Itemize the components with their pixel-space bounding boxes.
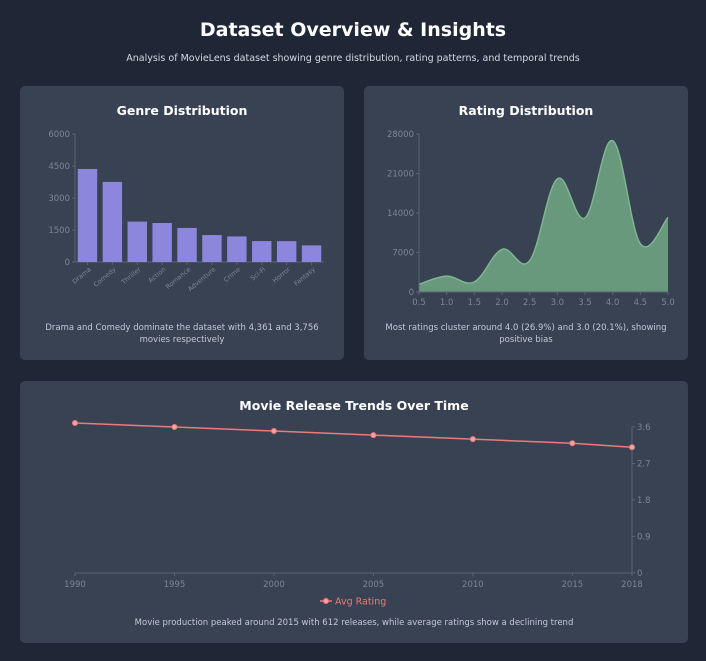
legend-marker: [323, 598, 329, 604]
y-tick-label: 0: [65, 258, 70, 268]
y-tick-label: 3.6: [637, 423, 651, 433]
x-tick-label: 2010: [462, 580, 484, 590]
rating-distribution-card: Rating Distribution 0 7000 14000 21000 28000…: [364, 86, 688, 360]
x-tick-label: Action: [147, 265, 168, 284]
genre-bar-chart: 0 1500 3000 4500 6000 Drama Comedy Thriller Acti…: [48, 130, 324, 293]
x-tick-label: 2.5: [523, 298, 537, 308]
rating-line: [418, 139, 669, 285]
y-tick-label: 1.8: [637, 496, 651, 506]
y-tick-label: 14000: [387, 209, 414, 219]
rating-chart-title: Rating Distribution: [458, 103, 594, 118]
avg-rating-point: [72, 419, 78, 426]
x-tick-label: Horror: [271, 265, 292, 285]
genre-chart-title: Genre Distribution: [116, 103, 248, 118]
x-tick-label: Comedy: [92, 265, 118, 288]
legend-label: Avg Rating: [335, 597, 386, 608]
x-tick-label: 4.0: [606, 298, 620, 308]
x-tick-label: 1990: [64, 580, 86, 590]
bar: [127, 221, 147, 262]
legend: Avg Rating: [320, 597, 386, 608]
y-tick-label: 0: [637, 569, 642, 579]
x-tick-label: 2.0: [495, 298, 509, 308]
y-tick-label: 3000: [48, 194, 70, 204]
x-tick-label: 3.5: [578, 298, 592, 308]
x-tick-label: 2005: [363, 580, 385, 590]
x-tick-label: 2015: [562, 580, 584, 590]
avg-rating-line: [74, 422, 633, 449]
genre-distribution-card: Genre Distribution 0 1500 3000 4500 6000 Dram…: [20, 86, 344, 360]
x-tick-label: Sci-Fi: [249, 265, 267, 282]
y-tick-label: 21000: [387, 170, 414, 180]
y-tick-label: 6000: [48, 130, 70, 140]
bar: [177, 227, 197, 262]
y-tick-label: 4500: [48, 162, 70, 172]
avg-rating-point: [629, 444, 635, 451]
bar: [227, 236, 247, 262]
x-tick-label: 4.5: [634, 298, 648, 308]
x-tick-label: 1.5: [468, 298, 482, 308]
rating-area-chart: 0 7000 14000 21000 28000 0.5 1.0 1.5 2.0 2.5 3.0 3.…: [387, 130, 675, 308]
bar: [152, 223, 172, 262]
avg-rating-point: [270, 428, 277, 435]
x-tick-label: 1.0: [440, 298, 454, 308]
bar: [276, 241, 297, 262]
trend-chart-title: Movie Release Trends Over Time: [239, 398, 469, 413]
bar: [77, 168, 98, 262]
y-tick-label: 1500: [48, 226, 70, 236]
avg-rating-point: [370, 432, 377, 439]
x-tick-label: Drama: [71, 265, 93, 285]
x-tick-label: Fantasy: [293, 265, 317, 287]
x-tick-label: Adventure: [186, 265, 217, 293]
avg-rating-point: [171, 424, 178, 430]
bar: [202, 235, 222, 262]
y-tick-label: 2.7: [637, 460, 651, 470]
rating-area: [419, 140, 668, 292]
y-tick-label: 0: [409, 288, 414, 298]
avg-rating-point: [469, 436, 476, 443]
y-tick-label: 28000: [387, 130, 414, 140]
avg-rating-point: [569, 440, 576, 447]
x-tick-label: Thriller: [119, 265, 143, 287]
x-tick-label: 2018: [621, 580, 643, 590]
release-trends-card: Movie Release Trends Over Time 0 0.9 1.8 2.…: [20, 381, 688, 643]
x-tick-label: 2000: [263, 580, 285, 590]
bar: [102, 181, 123, 262]
page-subtitle: Analysis of MovieLens dataset showing ge…: [126, 53, 580, 64]
x-tick-label: 3.0: [551, 298, 565, 308]
x-tick-label: 0.5: [412, 298, 426, 308]
y-tick-label: 0.9: [637, 533, 651, 543]
genre-caption: Drama and Comedy dominate the dataset wi…: [45, 323, 319, 345]
x-tick-label: Crime: [222, 265, 242, 284]
page-title: Dataset Overview & Insights: [199, 19, 507, 41]
bar: [252, 241, 272, 262]
trend-caption: Movie production peaked around 2015 with…: [134, 618, 574, 628]
y-tick-label: 7000: [392, 249, 414, 259]
trend-line-chart: 0 0.9 1.8 2.7 3.6 1990 1995 2000 2005 2010 2015 201…: [64, 419, 651, 608]
x-tick-label: 5.0: [661, 298, 675, 308]
x-tick-label: 1995: [164, 580, 186, 590]
rating-caption: Most ratings cluster around 4.0 (26.9%) …: [385, 323, 667, 345]
bar: [301, 245, 322, 262]
